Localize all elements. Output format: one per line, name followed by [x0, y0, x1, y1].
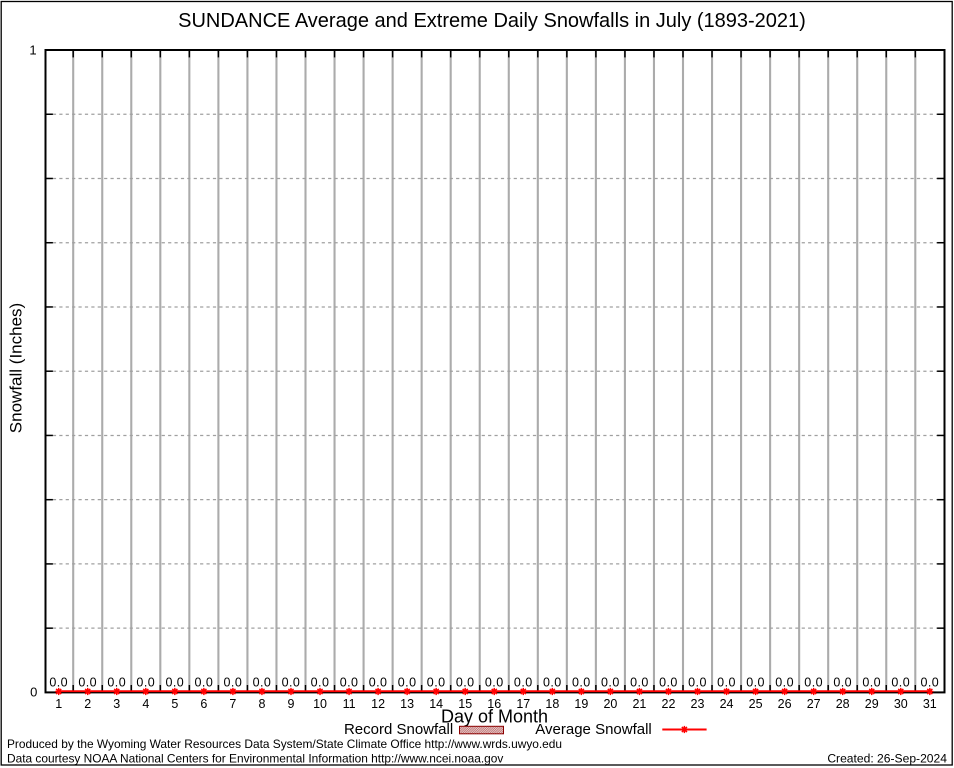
svg-text:Average Snowfall: Average Snowfall — [535, 721, 651, 738]
svg-text:0.0: 0.0 — [78, 675, 97, 689]
svg-text:0: 0 — [30, 684, 37, 699]
svg-text:28: 28 — [836, 697, 850, 711]
svg-text:0.0: 0.0 — [282, 675, 301, 689]
svg-text:0.0: 0.0 — [920, 675, 939, 689]
svg-text:0.0: 0.0 — [775, 675, 794, 689]
svg-text:21: 21 — [632, 697, 646, 711]
svg-text:0.0: 0.0 — [543, 675, 562, 689]
svg-text:0.0: 0.0 — [49, 675, 68, 689]
svg-text:0.0: 0.0 — [717, 675, 736, 689]
svg-text:8: 8 — [258, 697, 265, 711]
svg-text:29: 29 — [865, 697, 879, 711]
svg-text:23: 23 — [691, 697, 705, 711]
svg-text:14: 14 — [429, 697, 443, 711]
svg-text:4: 4 — [142, 697, 149, 711]
svg-text:0.0: 0.0 — [369, 675, 388, 689]
svg-text:25: 25 — [749, 697, 763, 711]
svg-text:0.0: 0.0 — [107, 675, 126, 689]
svg-text:17: 17 — [516, 697, 530, 711]
svg-text:Created: 26-Sep-2024: Created: 26-Sep-2024 — [827, 751, 947, 765]
svg-text:0.0: 0.0 — [601, 675, 620, 689]
svg-text:6: 6 — [200, 697, 207, 711]
svg-text:0.0: 0.0 — [195, 675, 214, 689]
svg-text:0.0: 0.0 — [136, 675, 155, 689]
svg-text:30: 30 — [894, 697, 908, 711]
svg-text:2: 2 — [84, 697, 91, 711]
svg-text:Data courtesy NOAA National Ce: Data courtesy NOAA National Centers for … — [7, 751, 503, 765]
svg-text:9: 9 — [288, 697, 295, 711]
svg-text:0.0: 0.0 — [688, 675, 707, 689]
svg-text:0.0: 0.0 — [165, 675, 184, 689]
svg-text:Day of Month: Day of Month — [441, 706, 548, 726]
svg-text:15: 15 — [458, 697, 472, 711]
svg-text:16: 16 — [487, 697, 501, 711]
svg-text:1: 1 — [29, 42, 36, 57]
svg-text:0.0: 0.0 — [833, 675, 852, 689]
svg-text:13: 13 — [400, 697, 414, 711]
svg-text:Snowfall (Inches): Snowfall (Inches) — [7, 303, 26, 433]
svg-text:3: 3 — [113, 697, 120, 711]
svg-text:31: 31 — [923, 697, 937, 711]
svg-text:SUNDANCE Average and Extreme D: SUNDANCE Average and Extreme Daily Snowf… — [178, 10, 806, 32]
svg-text:0.0: 0.0 — [746, 675, 765, 689]
svg-text:0.0: 0.0 — [456, 675, 475, 689]
svg-text:22: 22 — [662, 697, 676, 711]
svg-text:0.0: 0.0 — [862, 675, 881, 689]
svg-text:0.0: 0.0 — [514, 675, 533, 689]
svg-text:12: 12 — [371, 697, 385, 711]
svg-text:0.0: 0.0 — [427, 675, 446, 689]
svg-text:0.0: 0.0 — [224, 675, 243, 689]
svg-text:Produced by the Wyoming Water: Produced by the Wyoming Water Resources … — [7, 737, 562, 751]
svg-text:0.0: 0.0 — [572, 675, 591, 689]
svg-text:0.0: 0.0 — [891, 675, 910, 689]
svg-text:0.0: 0.0 — [398, 675, 417, 689]
svg-text:0.0: 0.0 — [311, 675, 330, 689]
svg-text:0.0: 0.0 — [253, 675, 272, 689]
svg-text:5: 5 — [171, 697, 178, 711]
svg-text:7: 7 — [229, 697, 236, 711]
svg-text:19: 19 — [574, 697, 588, 711]
svg-text:24: 24 — [720, 697, 734, 711]
svg-text:27: 27 — [807, 697, 821, 711]
svg-text:0.0: 0.0 — [340, 675, 359, 689]
svg-text:0.0: 0.0 — [659, 675, 678, 689]
svg-text:0.0: 0.0 — [485, 675, 504, 689]
svg-text:Record Snowfall: Record Snowfall — [344, 721, 453, 738]
svg-text:20: 20 — [603, 697, 617, 711]
svg-text:18: 18 — [545, 697, 559, 711]
svg-text:0.0: 0.0 — [804, 675, 823, 689]
svg-text:1: 1 — [55, 697, 62, 711]
svg-text:26: 26 — [778, 697, 792, 711]
svg-text:0.0: 0.0 — [630, 675, 649, 689]
svg-text:10: 10 — [313, 697, 327, 711]
svg-text:11: 11 — [343, 697, 356, 711]
